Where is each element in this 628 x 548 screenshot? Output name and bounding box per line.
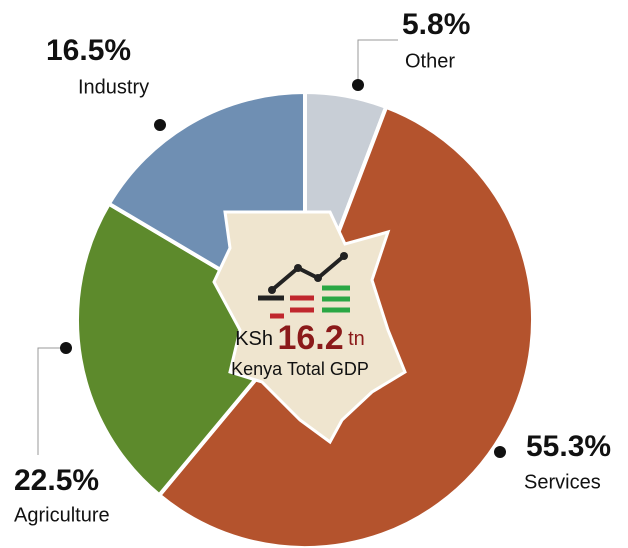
currency: KSh	[235, 328, 273, 350]
category-label: Agriculture	[14, 504, 110, 526]
label-dot	[352, 79, 364, 91]
leader-line	[38, 348, 66, 455]
value-label: 55.3%	[526, 430, 611, 463]
value-label: 5.8%	[402, 8, 470, 41]
chart: KSh 16.2 tn Kenya Total GDP 5.8% Other 55.…	[0, 0, 628, 548]
center-caption: Kenya Total GDP	[231, 359, 369, 379]
unit: tn	[348, 328, 365, 350]
category-label: Industry	[78, 76, 149, 98]
label-dot	[154, 119, 166, 131]
value-label: 16.5%	[46, 34, 131, 67]
category-label: Other	[405, 50, 455, 72]
label-dot	[60, 342, 72, 354]
leader-line	[358, 40, 398, 85]
value-label: 22.5%	[14, 464, 99, 497]
category-label: Services	[524, 471, 601, 493]
label-dot	[494, 446, 506, 458]
amount: 16.2	[277, 319, 343, 357]
